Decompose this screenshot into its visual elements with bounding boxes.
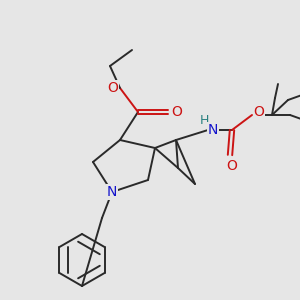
- Text: H: H: [199, 115, 209, 128]
- Text: N: N: [208, 123, 218, 137]
- Text: O: O: [108, 81, 118, 95]
- Text: N: N: [107, 185, 117, 199]
- Text: O: O: [254, 105, 264, 119]
- Text: O: O: [172, 105, 182, 119]
- Text: O: O: [226, 159, 237, 173]
